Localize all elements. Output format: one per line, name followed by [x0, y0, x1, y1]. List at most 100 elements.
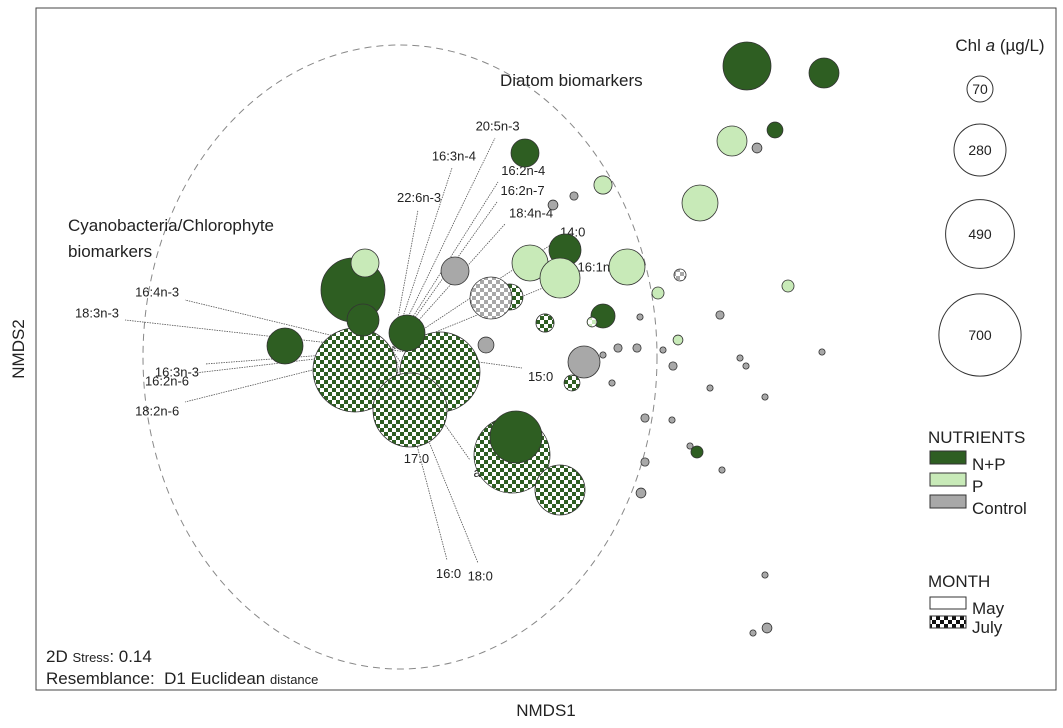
bubble — [388, 314, 426, 352]
bubble — [651, 286, 665, 300]
bubble — [706, 384, 714, 392]
legend-swatch — [929, 494, 967, 509]
bubble — [715, 310, 725, 320]
bubble — [477, 336, 495, 354]
size-legend-circle — [945, 199, 1015, 269]
bubble — [672, 334, 684, 346]
bubble — [736, 354, 744, 362]
bubble — [761, 571, 769, 579]
legend-swatch — [929, 472, 967, 487]
bubble — [742, 362, 750, 370]
annotation: Cyanobacteria/Chlorophyte — [68, 216, 274, 235]
size-legend-label: 280 — [968, 142, 992, 158]
bubble — [569, 191, 579, 201]
vector-label: 16:2n-4 — [501, 163, 545, 178]
size-legend-label: 490 — [968, 226, 992, 242]
bubble — [586, 316, 598, 328]
bubble — [469, 276, 513, 320]
bubble — [761, 622, 773, 634]
bubble — [690, 445, 704, 459]
bubble — [563, 374, 581, 392]
legend-swatch — [929, 615, 967, 629]
bubble — [781, 279, 795, 293]
bubble — [636, 313, 644, 321]
bubble — [718, 466, 726, 474]
legend-label: Control — [972, 499, 1027, 518]
bubble — [599, 351, 607, 359]
bubble — [668, 361, 678, 371]
bubble — [372, 372, 448, 448]
bubble — [818, 348, 826, 356]
vector-label: 18:2n-6 — [135, 403, 179, 418]
legend-title: MONTH — [928, 572, 990, 591]
vector-label: 18:3n-3 — [75, 305, 119, 320]
legend-label: N+P — [972, 455, 1006, 474]
bubble — [510, 138, 540, 168]
bubble — [535, 313, 555, 333]
bubble — [350, 248, 380, 278]
bubble — [635, 487, 647, 499]
size-legend-circle — [966, 75, 994, 103]
size-legend-label: 700 — [968, 327, 992, 343]
vector — [391, 167, 453, 351]
vector-label: 16:0 — [436, 566, 461, 581]
vector-label: 17:0 — [404, 451, 429, 466]
vector-label: 16:2n-7 — [500, 183, 544, 198]
size-legend-circle — [938, 293, 1022, 377]
bubble — [489, 410, 543, 464]
bubble — [722, 41, 772, 91]
bubble — [534, 464, 586, 516]
bubble — [681, 184, 719, 222]
legend-title: NUTRIENTS — [928, 428, 1025, 447]
bubble — [613, 343, 623, 353]
bubble — [346, 303, 380, 337]
vector-label: 22:6n-3 — [397, 190, 441, 205]
bubble — [673, 268, 687, 282]
legend-label: P — [972, 477, 983, 496]
bubble — [749, 629, 757, 637]
bubble — [716, 125, 748, 157]
size-legend-label: 70 — [972, 81, 988, 97]
vector-label: 16:4n-3 — [135, 285, 179, 300]
bubble — [593, 175, 613, 195]
bubble — [440, 256, 470, 286]
annotation: Diatom biomarkers — [500, 71, 643, 90]
vector-label: 20:5n-3 — [476, 119, 520, 134]
vector-label: 16:2n-6 — [145, 374, 189, 389]
legend-swatch — [929, 450, 967, 465]
bubble — [640, 413, 650, 423]
bubble — [686, 442, 694, 450]
legend-label: July — [972, 618, 1003, 637]
annotation: biomarkers — [68, 242, 152, 261]
bubble — [539, 257, 581, 299]
bubble — [640, 457, 650, 467]
plot-frame — [35, 7, 1057, 691]
size-legend-circle — [953, 123, 1007, 177]
x-axis-label: NMDS1 — [516, 701, 576, 720]
bubble — [608, 379, 616, 387]
vector-label: 16:3n-4 — [432, 148, 476, 163]
correlation-circle — [142, 44, 658, 670]
bubble — [751, 142, 763, 154]
resemblance-note: Resemblance: D1 Euclidean distance — [46, 669, 318, 688]
vector-label: 16:3n-3 — [155, 364, 199, 379]
bubble — [808, 57, 840, 89]
bubble — [608, 248, 646, 286]
bubble — [567, 345, 601, 379]
bubble — [766, 121, 784, 139]
vector — [391, 137, 496, 351]
bubble — [668, 416, 676, 424]
bubble — [761, 393, 769, 401]
bubble — [632, 343, 642, 353]
stress-note: 2D Stress: 0.14 — [46, 647, 152, 666]
vector-label: 18:0 — [468, 569, 493, 584]
vector-label: 15:0 — [528, 369, 553, 384]
legend-swatch — [929, 596, 967, 610]
legend-label: May — [972, 599, 1005, 618]
y-axis-label: NMDS2 — [9, 319, 28, 379]
vector — [124, 319, 393, 351]
bubble — [659, 346, 667, 354]
bubble — [266, 327, 304, 365]
size-legend-title: Chl a (µg/L) — [955, 36, 1044, 55]
